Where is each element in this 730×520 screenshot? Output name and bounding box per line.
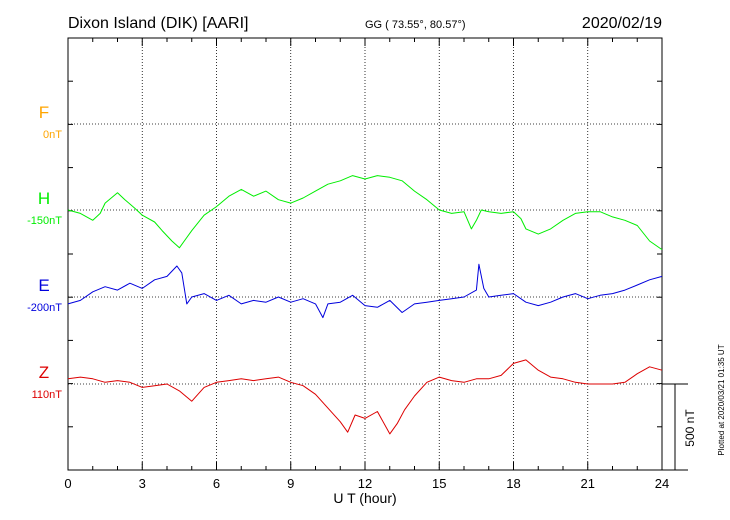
x-tick-label: 12: [358, 476, 372, 491]
series-labels: F 0nT H -150nT E -200nT Z 110nT: [27, 103, 62, 401]
x-tick-label: 15: [432, 476, 446, 491]
series-name-e: E: [38, 276, 49, 295]
x-tick-label: 6: [213, 476, 220, 491]
station-coords: GG ( 73.55°, 80.57°): [365, 19, 466, 31]
station-title: Dixon Island (DIK) [AARI]: [68, 15, 249, 32]
series-name-h: H: [38, 189, 50, 208]
scale-bar: 500 nT: [662, 383, 697, 471]
scale-bar-label: 500 nT: [683, 409, 697, 447]
series-offset-h: -150nT: [27, 215, 62, 227]
x-tick-label: 21: [581, 476, 595, 491]
x-tick-label: 24: [655, 476, 669, 491]
x-tick-labels: 0 3 6 9 12 15 18 21 24: [64, 476, 669, 491]
series-line-h: [67, 175, 663, 251]
axis-ticks: [67, 37, 663, 471]
x-tick-label: 9: [287, 476, 294, 491]
series-offset-f: 0nT: [43, 129, 62, 141]
series-name-f: F: [39, 103, 49, 122]
plotted-timestamp: Plotted at 2020/03/21 01:35 UT: [717, 344, 726, 455]
x-axis-label: U T (hour): [333, 490, 396, 506]
series-lines: [67, 175, 663, 435]
x-tick-label: 18: [506, 476, 520, 491]
x-tick-label: 3: [139, 476, 146, 491]
x-tick-label: 0: [64, 476, 71, 491]
series-line-e: [67, 263, 663, 319]
series-line-z: [67, 359, 663, 435]
date-label: 2020/02/19: [582, 15, 662, 32]
series-offset-z: 110nT: [32, 389, 63, 401]
grid-lines: [68, 38, 662, 470]
series-offset-e: -200nT: [27, 302, 62, 314]
series-name-z: Z: [39, 363, 49, 382]
